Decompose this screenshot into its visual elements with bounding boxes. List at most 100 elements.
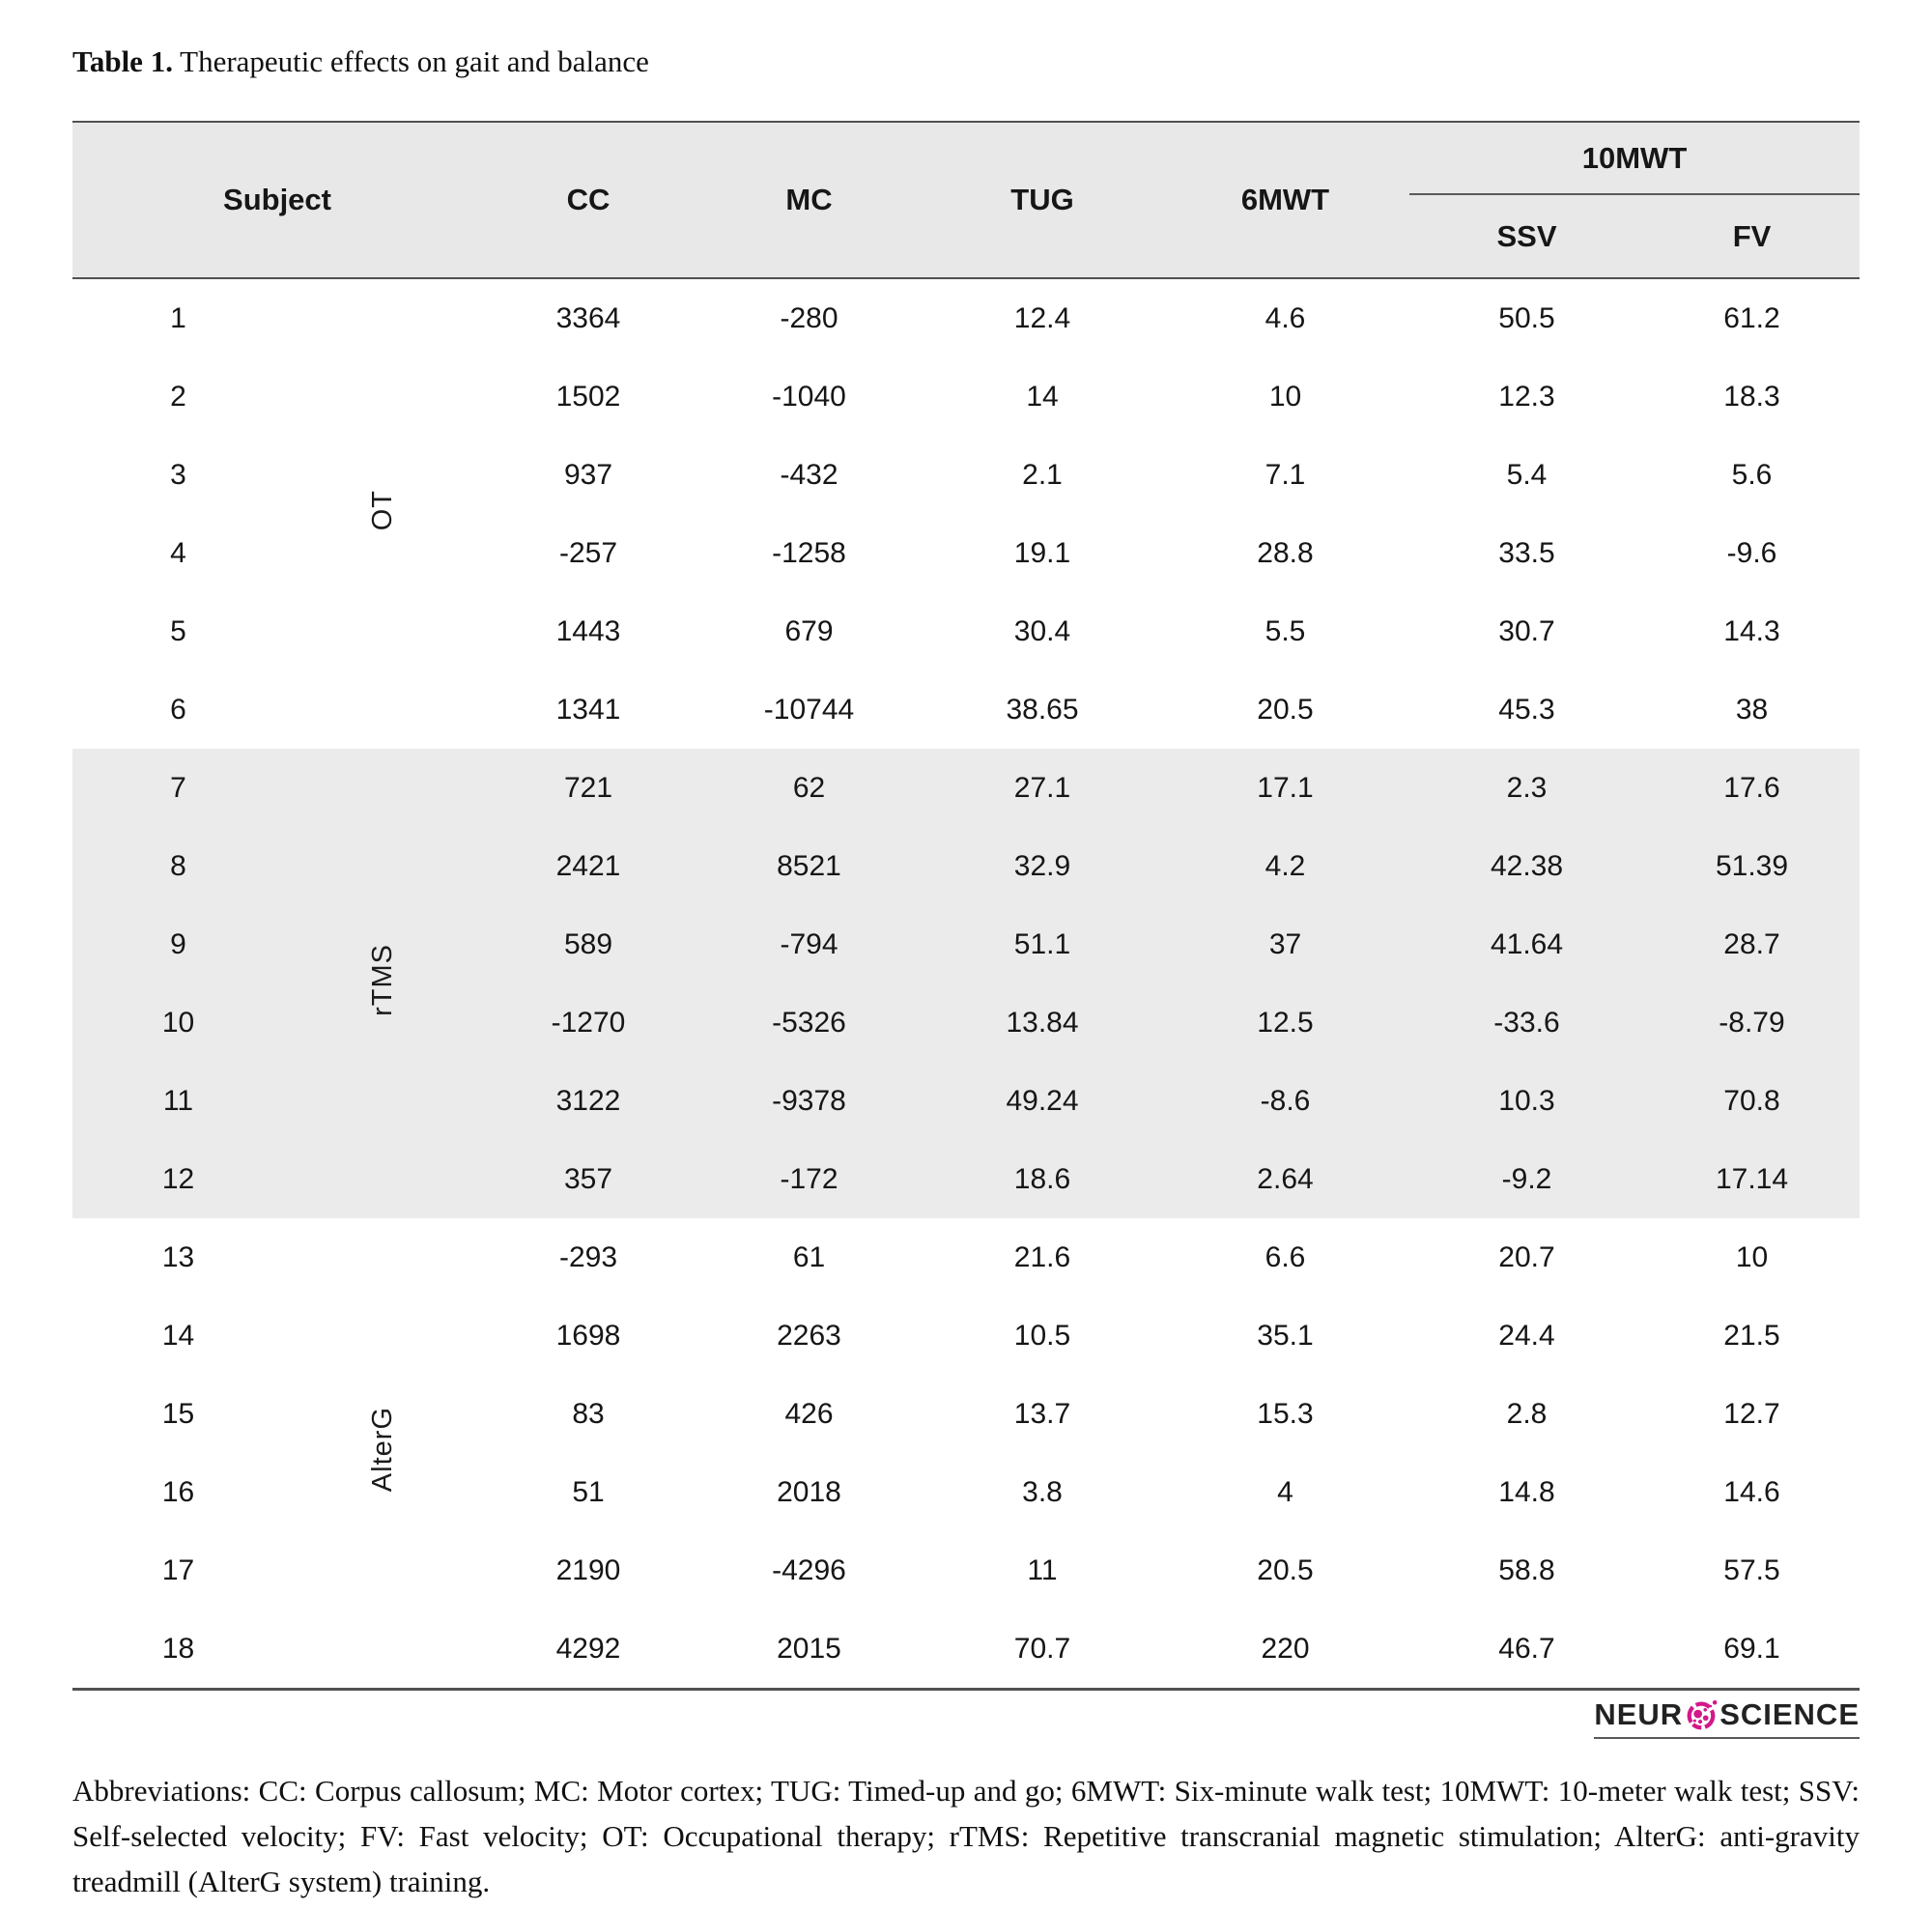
fv-cell: 61.2 <box>1644 278 1860 357</box>
tug-cell: 13.7 <box>923 1375 1161 1453</box>
table-row: 18 4292 2015 70.7 220 46.7 69.1 <box>72 1610 1860 1690</box>
cc-cell: 51 <box>482 1453 695 1531</box>
6mwt-cell: 6.6 <box>1161 1218 1409 1296</box>
table-row: 1 OT 3364 -280 12.4 4.6 50.5 61.2 <box>72 278 1860 749</box>
6mwt-cell: 4.2 <box>1161 827 1409 905</box>
mc-cell: -432 <box>695 436 923 514</box>
ssv-cell: 2.3 <box>1409 749 1644 827</box>
tug-cell: 3.8 <box>923 1453 1161 1531</box>
abbreviations-note: Abbreviations: CC: Corpus callosum; MC: … <box>72 1774 1860 1898</box>
cc-cell: 83 <box>482 1375 695 1453</box>
fv-cell: 14.6 <box>1644 1453 1860 1531</box>
fv-cell: 28.7 <box>1644 905 1860 983</box>
subject-cell: 15 <box>72 1375 284 1453</box>
cc-cell: 2190 <box>482 1531 695 1610</box>
table-row: 17 2190 -4296 11 20.5 58.8 57.5 <box>72 1531 1860 1610</box>
subject-cell: 4 <box>72 514 284 592</box>
logo-text-left: NEUR <box>1594 1697 1684 1731</box>
cc-cell: 589 <box>482 905 695 983</box>
subject-cell: 8 <box>72 827 284 905</box>
table-row: 13 AlterG -293 61 21.6 6.6 20.7 10 <box>72 1218 1860 1690</box>
6mwt-cell: 7.1 <box>1161 436 1409 514</box>
table-row: 10 -1270 -5326 13.84 12.5 -33.6 -8.79 <box>72 983 1860 1062</box>
header-tug: TUG <box>923 122 1161 278</box>
mc-cell: -4296 <box>695 1531 923 1610</box>
tug-cell: 10.5 <box>923 1296 1161 1375</box>
cc-cell: 937 <box>482 436 695 514</box>
subject-cell: 5 <box>72 592 284 670</box>
tug-cell: 14 <box>923 357 1161 436</box>
subject-cell: 10 <box>72 983 284 1062</box>
6mwt-cell: 5.5 <box>1161 592 1409 670</box>
fv-cell: 17.6 <box>1644 749 1860 827</box>
group-label: rTMS <box>367 943 398 1016</box>
table-row: 8 2421 8521 32.9 4.2 42.38 51.39 <box>72 827 1860 905</box>
mc-cell: -280 <box>695 278 923 357</box>
tug-cell: 30.4 <box>923 592 1161 670</box>
table-header: Subject CC MC TUG 6MWT 10MWT SSV FV <box>72 122 1860 278</box>
table-row: 5 1443 679 30.4 5.5 30.7 14.3 <box>72 592 1860 670</box>
tug-cell: 51.1 <box>923 905 1161 983</box>
6mwt-cell: 2.64 <box>1161 1140 1409 1218</box>
mc-cell: -1258 <box>695 514 923 592</box>
6mwt-cell: -8.6 <box>1161 1062 1409 1140</box>
6mwt-cell: 220 <box>1161 1610 1409 1690</box>
subject-cell: 16 <box>72 1453 284 1531</box>
header-mc: MC <box>695 122 923 278</box>
table-row: 3 937 -432 2.1 7.1 5.4 5.6 <box>72 436 1860 514</box>
mc-cell: 61 <box>695 1218 923 1296</box>
journal-logo: NEUR SCIENCE <box>1594 1697 1860 1739</box>
ssv-cell: 12.3 <box>1409 357 1644 436</box>
cc-cell: 3364 <box>482 278 695 357</box>
cc-cell: 3122 <box>482 1062 695 1140</box>
ssv-cell: 42.38 <box>1409 827 1644 905</box>
tug-cell: 27.1 <box>923 749 1161 827</box>
table-row: 6 1341 -10744 38.65 20.5 45.3 38 <box>72 670 1860 749</box>
mc-cell: -10744 <box>695 670 923 749</box>
tug-cell: 19.1 <box>923 514 1161 592</box>
group-label-cell: OT <box>284 278 482 749</box>
mc-cell: 2015 <box>695 1610 923 1690</box>
tug-cell: 13.84 <box>923 983 1161 1062</box>
6mwt-cell: 17.1 <box>1161 749 1409 827</box>
mc-cell: -9378 <box>695 1062 923 1140</box>
subject-cell: 18 <box>72 1610 284 1690</box>
mc-cell: 2018 <box>695 1453 923 1531</box>
6mwt-cell: 20.5 <box>1161 670 1409 749</box>
table-row: 9 589 -794 51.1 37 41.64 28.7 <box>72 905 1860 983</box>
6mwt-cell: 35.1 <box>1161 1296 1409 1375</box>
subject-cell: 6 <box>72 670 284 749</box>
journal-logo-row: NEUR SCIENCE <box>72 1697 1860 1739</box>
ssv-cell: 30.7 <box>1409 592 1644 670</box>
header-ssv: SSV <box>1409 194 1644 278</box>
6mwt-cell: 28.8 <box>1161 514 1409 592</box>
tug-cell: 49.24 <box>923 1062 1161 1140</box>
ssv-cell: -9.2 <box>1409 1140 1644 1218</box>
cc-cell: 4292 <box>482 1610 695 1690</box>
group-label-cell: AlterG <box>284 1218 482 1690</box>
ssv-cell: 14.8 <box>1409 1453 1644 1531</box>
subject-cell: 7 <box>72 749 284 827</box>
table-row: 15 83 426 13.7 15.3 2.8 12.7 <box>72 1375 1860 1453</box>
table-row: 11 3122 -9378 49.24 -8.6 10.3 70.8 <box>72 1062 1860 1140</box>
page: Table 1. Therapeutic effects on gait and… <box>72 0 1860 1904</box>
subject-cell: 14 <box>72 1296 284 1375</box>
subject-cell: 12 <box>72 1140 284 1218</box>
cc-cell: 1341 <box>482 670 695 749</box>
table-row: 4 -257 -1258 19.1 28.8 33.5 -9.6 <box>72 514 1860 592</box>
mc-cell: -1040 <box>695 357 923 436</box>
tug-cell: 18.6 <box>923 1140 1161 1218</box>
fv-cell: 69.1 <box>1644 1610 1860 1690</box>
6mwt-cell: 20.5 <box>1161 1531 1409 1610</box>
fv-cell: 21.5 <box>1644 1296 1860 1375</box>
cc-cell: 357 <box>482 1140 695 1218</box>
cc-cell: 1443 <box>482 592 695 670</box>
6mwt-cell: 12.5 <box>1161 983 1409 1062</box>
table-row: 16 51 2018 3.8 4 14.8 14.6 <box>72 1453 1860 1531</box>
fv-cell: 12.7 <box>1644 1375 1860 1453</box>
tug-cell: 32.9 <box>923 827 1161 905</box>
table-title-text: Therapeutic effects on gait and balance <box>172 44 649 78</box>
mc-cell: -172 <box>695 1140 923 1218</box>
fv-cell: 51.39 <box>1644 827 1860 905</box>
group-label: AlterG <box>367 1406 398 1493</box>
